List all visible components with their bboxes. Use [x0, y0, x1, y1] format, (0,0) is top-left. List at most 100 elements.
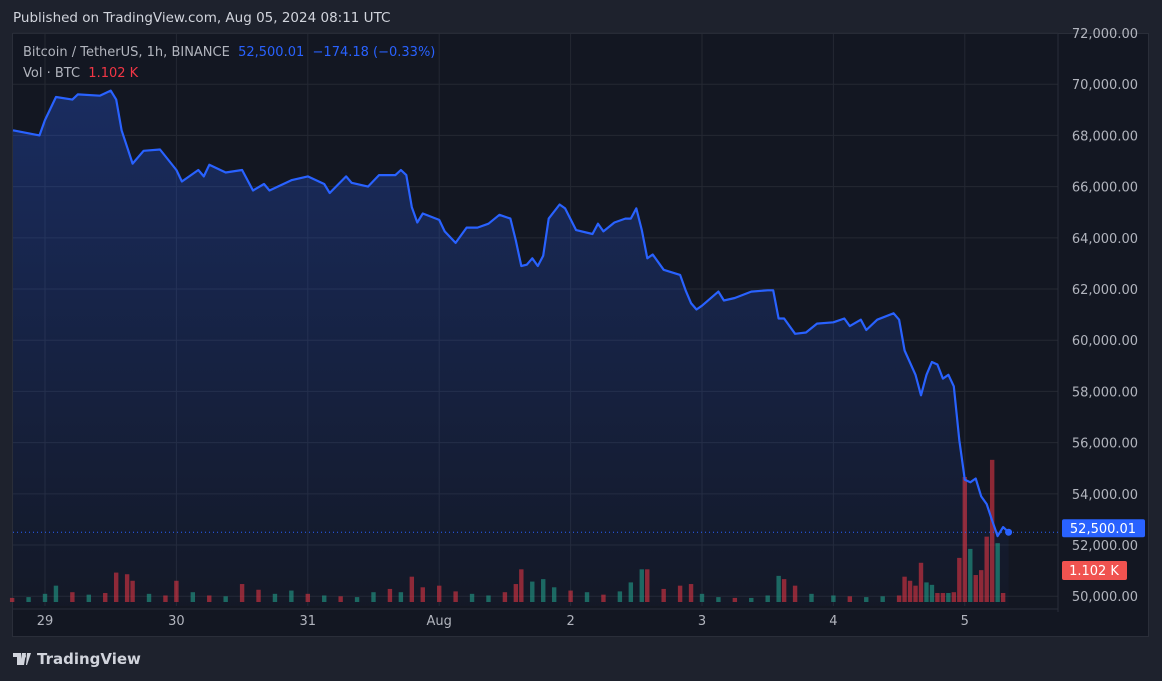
volume-bar — [973, 575, 978, 602]
volume-bar — [617, 591, 623, 602]
volume-bar — [53, 585, 59, 602]
volume-bar — [847, 596, 853, 602]
volume-legend: Vol · BTC 1.102 K — [23, 66, 138, 81]
volume-bar — [146, 593, 152, 602]
last-price: 52,500.01 — [238, 45, 305, 60]
volume-bar — [26, 597, 31, 602]
volume-bar — [322, 595, 327, 602]
tradingview-brand[interactable]: TradingView — [13, 650, 141, 668]
volume-bar — [902, 576, 907, 602]
volume-bar — [940, 593, 946, 602]
x-tick-label: 2 — [566, 614, 574, 629]
volume-bar — [338, 596, 343, 602]
x-tick-label: 3 — [698, 614, 706, 629]
volume-bar — [979, 570, 984, 602]
x-tick-label: 31 — [300, 614, 317, 629]
volume-bar — [9, 597, 15, 602]
volume-bar — [103, 593, 108, 602]
volume-bar — [207, 595, 212, 602]
volume-bar — [1000, 592, 1006, 602]
volume-bar — [551, 587, 557, 602]
volume-bar — [86, 594, 91, 602]
volume-bar — [124, 574, 130, 602]
volume-bar — [995, 543, 1000, 602]
volume-bar — [864, 597, 869, 602]
x-tick-label: 29 — [37, 614, 54, 629]
y-tick-label: 52,000.00 — [1072, 539, 1138, 554]
volume-bar — [420, 587, 425, 602]
volume-bar — [831, 595, 836, 602]
volume-bar — [409, 576, 415, 602]
volume-bar — [239, 584, 245, 602]
y-tick-label: 54,000.00 — [1072, 488, 1138, 503]
volume-bar — [781, 579, 787, 602]
volume-bar — [984, 536, 989, 602]
volume-bar — [957, 557, 962, 602]
price-area-fill — [13, 90, 1009, 607]
volume-bar — [289, 590, 294, 602]
volume-bar — [453, 591, 458, 602]
x-tick-label: 4 — [829, 614, 837, 629]
symbol-name: Bitcoin / TetherUS, 1h, BINANCE — [23, 45, 230, 60]
volume-value: 1.102 K — [88, 66, 139, 81]
volume-bar — [223, 596, 228, 602]
y-tick-label: 64,000.00 — [1072, 232, 1138, 247]
volume-bar — [584, 592, 590, 602]
volume-bar — [946, 593, 951, 602]
volume-bar — [42, 593, 48, 602]
x-tick-label: 5 — [961, 614, 969, 629]
volume-bar — [924, 582, 929, 602]
volume-bar — [699, 593, 705, 602]
published-caption: Published on TradingView.com, Aug 05, 20… — [13, 10, 391, 26]
volume-bar — [749, 597, 754, 602]
volume-bar — [929, 584, 935, 602]
volume-bar — [968, 548, 973, 602]
volume-bar — [688, 584, 694, 602]
y-tick-label: 58,000.00 — [1072, 385, 1138, 400]
y-tick-label: 70,000.00 — [1072, 78, 1138, 93]
price-change: −174.18 (−0.33%) — [312, 45, 436, 60]
volume-bar — [776, 575, 781, 602]
volume-bar — [951, 592, 957, 602]
volume-bar — [530, 581, 535, 602]
volume-bar — [398, 592, 404, 602]
y-tick-label: 50,000.00 — [1072, 590, 1138, 605]
volume-bar — [502, 592, 508, 602]
volume-bar — [541, 579, 546, 602]
volume-bar — [387, 588, 393, 602]
volume-bar — [918, 562, 924, 602]
x-tick-label: 30 — [168, 614, 185, 629]
volume-bar — [354, 597, 360, 602]
volume-bar — [272, 593, 278, 602]
volume-bar — [113, 572, 119, 602]
volume-bar — [568, 590, 573, 602]
volume-bar — [305, 593, 310, 602]
volume-bar — [661, 588, 666, 602]
volume-label: Vol · BTC — [23, 66, 81, 81]
volume-bar — [896, 595, 902, 602]
volume-bar — [809, 593, 814, 602]
volume-bar — [628, 582, 634, 602]
y-tick-label: 72,000.00 — [1072, 27, 1138, 42]
volume-bar — [677, 585, 683, 602]
volume-bar — [907, 580, 913, 602]
tradingview-logo-icon — [13, 653, 31, 665]
y-tick-label: 56,000.00 — [1072, 437, 1138, 452]
volume-bar — [130, 580, 135, 602]
y-tick-label: 62,000.00 — [1072, 283, 1138, 298]
volume-bar — [174, 580, 179, 602]
volume-bar — [880, 596, 885, 602]
last-price-dot — [1005, 528, 1013, 536]
volume-bar — [437, 585, 442, 602]
brand-name: TradingView — [37, 650, 141, 668]
volume-bar — [70, 592, 75, 602]
volume-bar — [190, 592, 196, 602]
volume-bar — [989, 459, 995, 602]
volume-bar — [732, 597, 738, 602]
volume-bar — [469, 593, 475, 602]
volume-bar — [163, 595, 168, 602]
volume-bar — [601, 594, 606, 602]
price-tag-label: 52,500.01 — [1070, 522, 1136, 537]
volume-bar — [935, 593, 940, 602]
